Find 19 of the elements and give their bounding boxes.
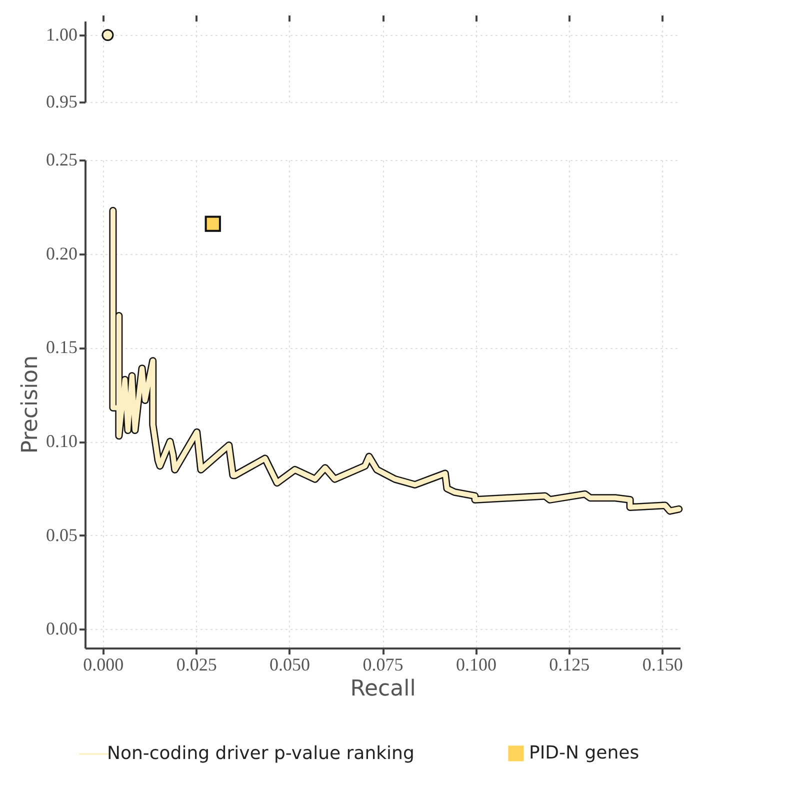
y-axis-title: Precision <box>18 355 43 454</box>
x-tick-label: 0.100 <box>456 654 496 674</box>
x-tick-label: 0.025 <box>176 654 217 674</box>
x-tick-label: 0.075 <box>362 654 404 674</box>
y-tick-label: 0.95 <box>46 92 78 112</box>
y-tick-label: 0.00 <box>46 618 78 639</box>
x-tick-label: 0.050 <box>270 654 310 674</box>
y-tick-label: 1.00 <box>46 24 78 45</box>
x-tick-label: 0.150 <box>642 654 683 674</box>
y-tick-label: 0.25 <box>46 150 78 170</box>
y-tick-label: 0.15 <box>46 337 78 358</box>
legend-label: Non-coding driver p-value ranking <box>107 743 414 764</box>
y-tick-label: 0.10 <box>46 431 78 452</box>
y-tick-label: 0.05 <box>46 524 78 545</box>
legend-label: PID-N genes <box>529 742 640 764</box>
x-tick-label: 0.125 <box>549 654 590 674</box>
x-axis-title: Recall <box>350 676 416 702</box>
x-tick-label: 0.000 <box>83 654 124 674</box>
y-tick-label: 0.20 <box>46 243 78 264</box>
